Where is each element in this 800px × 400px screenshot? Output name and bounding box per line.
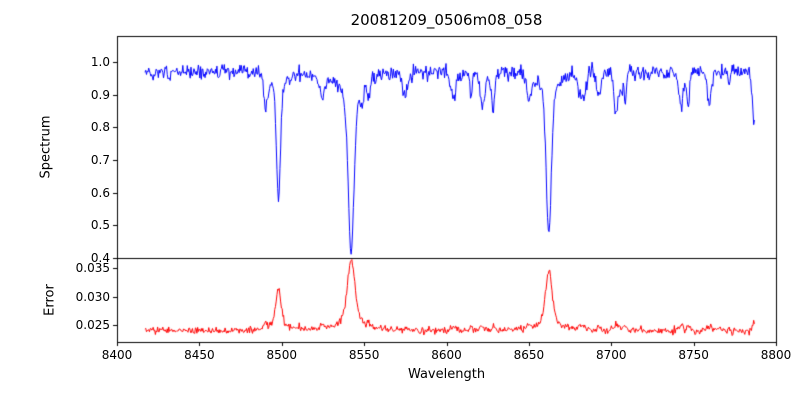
spectrum-y-axis-label: Spectrum <box>38 115 54 179</box>
error-y-axis-label: Error <box>42 284 58 316</box>
chart-title: 20081209_0506m08_058 <box>350 11 543 29</box>
x-axis-label: Wavelength <box>407 367 486 382</box>
